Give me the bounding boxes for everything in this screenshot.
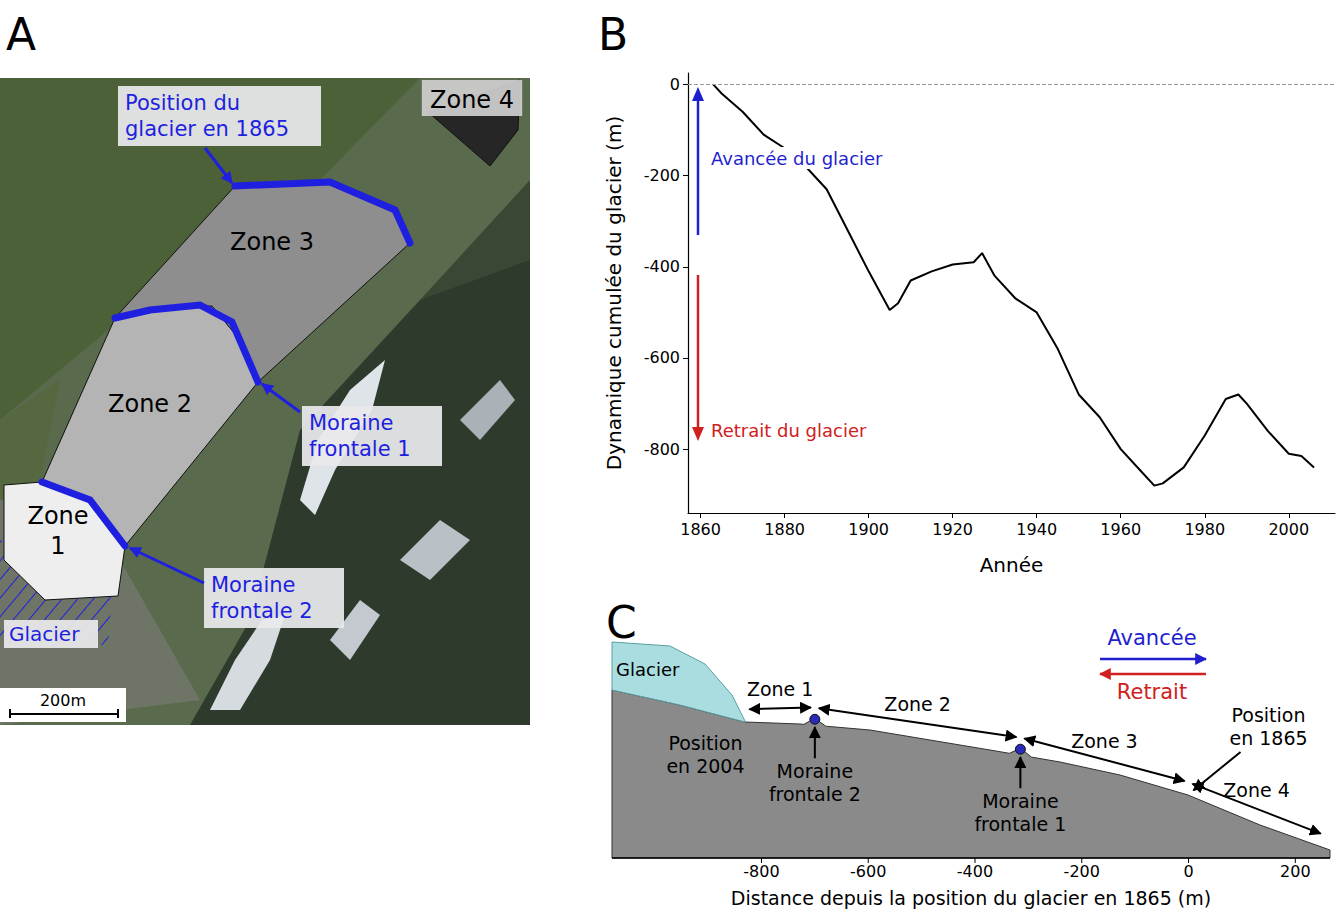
svg-text:Zone: Zone [27, 502, 88, 530]
svg-text:Zone 4: Zone 4 [1223, 779, 1290, 801]
svg-text:1920: 1920 [932, 520, 973, 539]
svg-text:Moraine: Moraine [982, 790, 1058, 812]
svg-text:2000: 2000 [1268, 520, 1309, 539]
svg-text:1900: 1900 [848, 520, 889, 539]
svg-text:Moraine: Moraine [309, 411, 394, 435]
svg-text:1860: 1860 [680, 520, 721, 539]
svg-text:B: B [598, 9, 628, 60]
svg-text:Avancée: Avancée [1107, 626, 1196, 650]
svg-text:C: C [606, 597, 637, 648]
svg-text:0: 0 [1183, 862, 1193, 881]
svg-text:-800: -800 [743, 862, 779, 881]
svg-text:A: A [6, 9, 36, 60]
svg-text:-200: -200 [644, 166, 680, 185]
svg-text:Zone 4: Zone 4 [430, 86, 514, 114]
svg-text:1880: 1880 [764, 520, 805, 539]
svg-text:1980: 1980 [1184, 520, 1225, 539]
svg-text:frontale 2: frontale 2 [211, 599, 313, 623]
svg-text:200m: 200m [40, 691, 86, 710]
svg-text:frontale 2: frontale 2 [769, 783, 861, 805]
svg-text:Position: Position [1232, 704, 1306, 726]
svg-text:0: 0 [670, 75, 680, 94]
svg-text:1940: 1940 [1016, 520, 1057, 539]
svg-text:glacier en 1865: glacier en 1865 [125, 117, 289, 141]
svg-text:-200: -200 [1064, 862, 1100, 881]
svg-text:Année: Année [980, 553, 1044, 577]
svg-text:Avancée du glacier: Avancée du glacier [711, 148, 883, 169]
svg-text:Zone 3: Zone 3 [230, 228, 314, 256]
svg-text:Zone 1: Zone 1 [747, 678, 814, 700]
svg-text:Zone 2: Zone 2 [884, 693, 951, 715]
svg-text:-400: -400 [644, 257, 680, 276]
svg-text:Zone 2: Zone 2 [108, 390, 192, 418]
svg-text:-600: -600 [850, 862, 886, 881]
svg-text:-400: -400 [957, 862, 993, 881]
svg-text:200: 200 [1280, 862, 1311, 881]
svg-text:-800: -800 [644, 440, 680, 459]
svg-text:Retrait du glacier: Retrait du glacier [711, 420, 867, 441]
svg-text:Retrait: Retrait [1117, 680, 1187, 704]
svg-text:Moraine: Moraine [777, 760, 853, 782]
svg-text:en 2004: en 2004 [666, 755, 744, 777]
svg-text:frontale 1: frontale 1 [974, 813, 1066, 835]
svg-text:Dynamique cumulée du glacier (: Dynamique cumulée du glacier (m) [602, 116, 626, 470]
svg-text:en 1865: en 1865 [1229, 727, 1307, 749]
svg-text:Zone 3: Zone 3 [1071, 730, 1138, 752]
svg-text:frontale 1: frontale 1 [309, 437, 411, 461]
svg-text:Position: Position [668, 732, 742, 754]
svg-text:Glacier: Glacier [9, 622, 80, 646]
svg-text:1: 1 [50, 532, 65, 560]
svg-text:Distance depuis la position du: Distance depuis la position du glacier e… [731, 887, 1211, 909]
svg-text:Glacier: Glacier [616, 659, 680, 680]
svg-text:Position du: Position du [125, 91, 240, 115]
svg-text:1960: 1960 [1100, 520, 1141, 539]
svg-text:Moraine: Moraine [211, 573, 296, 597]
svg-text:-600: -600 [644, 348, 680, 367]
